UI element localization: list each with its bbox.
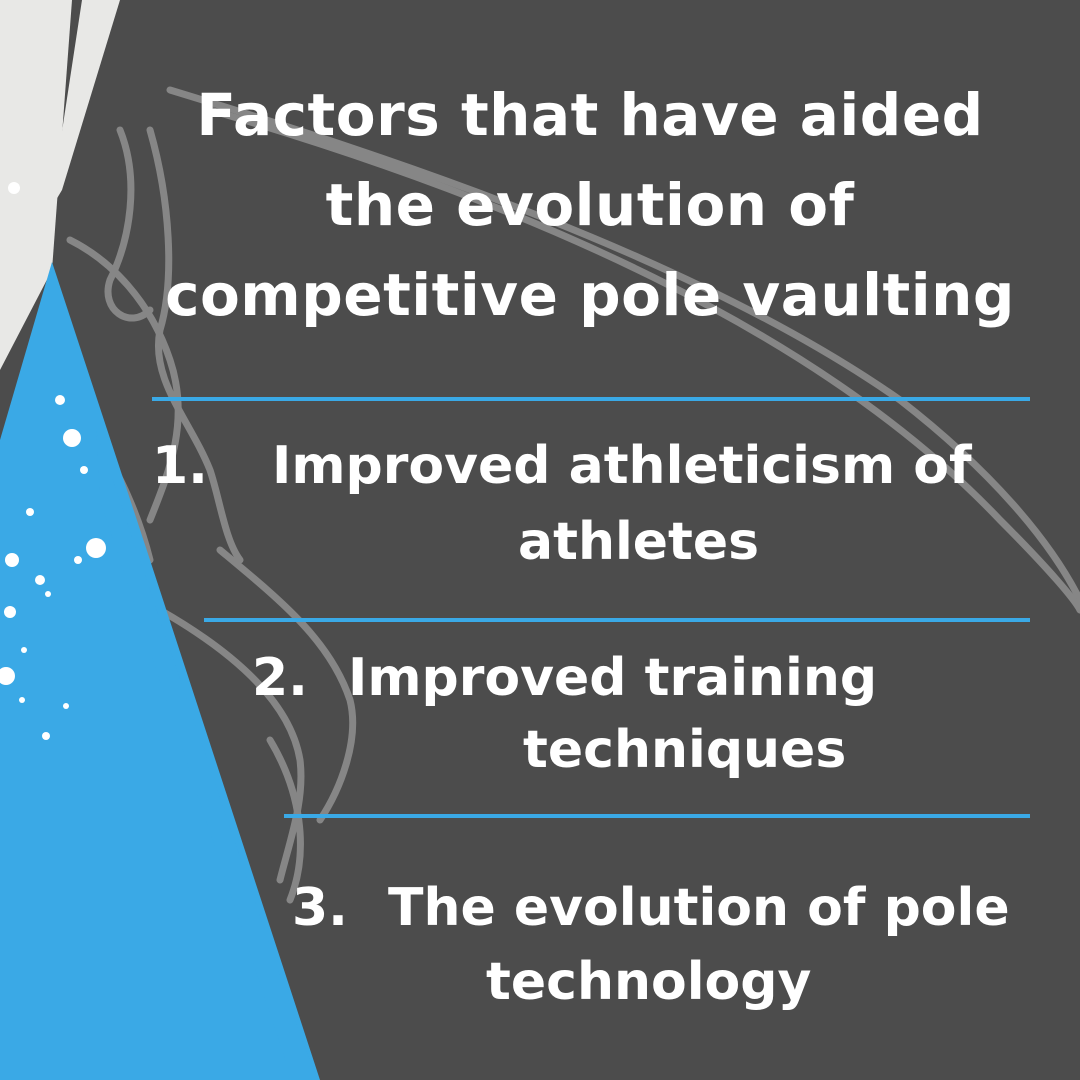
divider-line xyxy=(204,618,1030,622)
divider-line xyxy=(152,397,1030,401)
title-line: competitive pole vaulting xyxy=(165,261,1015,329)
pale-sliver-shape xyxy=(50,0,120,210)
title-line: Factors that have aided xyxy=(196,81,984,149)
paint-splatter xyxy=(0,182,106,740)
divider-line xyxy=(284,814,1030,818)
title-line: the evolution of xyxy=(325,171,855,239)
pale-stripe-shape xyxy=(0,0,72,370)
page-title: Factors that have aided the evolution of… xyxy=(100,70,1080,340)
